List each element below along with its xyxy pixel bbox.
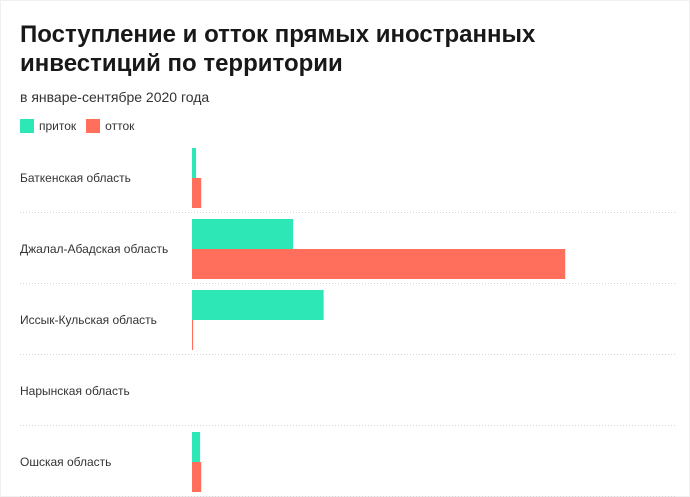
bar-outflow[interactable] bbox=[192, 320, 194, 350]
legend-swatch-inflow bbox=[20, 119, 34, 133]
category-label: Нарынская область bbox=[20, 384, 130, 398]
bar-inflow[interactable] bbox=[192, 432, 201, 462]
category-label: Ошская область bbox=[20, 455, 111, 469]
bar-chart: Баткенская область Джалал-Абадская област… bbox=[20, 148, 675, 497]
bar-outflow[interactable] bbox=[192, 249, 566, 279]
legend-label-outflow: отток bbox=[105, 119, 135, 133]
category-label: Джалал-Абадская область bbox=[20, 242, 168, 256]
bar-inflow[interactable] bbox=[192, 219, 294, 249]
bar-outflow[interactable] bbox=[192, 462, 202, 492]
bar-inflow[interactable] bbox=[192, 148, 197, 178]
chart-subtitle: в январе-сентябре 2020 года bbox=[20, 89, 210, 105]
legend-item-inflow[interactable]: приток bbox=[20, 119, 76, 133]
legend-label-inflow: приток bbox=[39, 119, 77, 133]
category-label: Иссык-Кульская область bbox=[20, 313, 157, 327]
bar-outflow[interactable] bbox=[192, 178, 202, 208]
legend-item-outflow[interactable]: отток bbox=[86, 119, 134, 133]
legend: приток отток bbox=[20, 119, 144, 133]
bar-inflow[interactable] bbox=[192, 290, 324, 320]
chart-title: Поступление и отток прямых иностранных и… bbox=[20, 21, 536, 77]
legend-swatch-outflow bbox=[86, 119, 101, 133]
category-label: Баткенская область bbox=[20, 171, 131, 185]
